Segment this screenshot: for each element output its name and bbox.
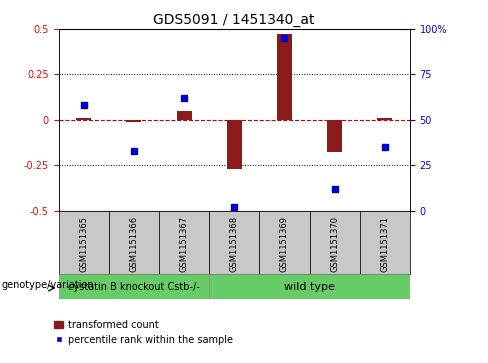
Bar — [109, 211, 159, 274]
Bar — [309, 211, 360, 274]
Bar — [259, 211, 309, 274]
Legend: transformed count, percentile rank within the sample: transformed count, percentile rank withi… — [54, 320, 233, 344]
Bar — [377, 118, 392, 120]
Bar — [360, 211, 410, 274]
Text: genotype/variation: genotype/variation — [1, 281, 94, 290]
Bar — [76, 118, 91, 120]
Bar — [59, 274, 209, 299]
Text: GSM1151365: GSM1151365 — [79, 216, 88, 272]
Bar — [209, 211, 259, 274]
Bar — [327, 120, 342, 152]
Text: GSM1151370: GSM1151370 — [330, 216, 339, 272]
Bar — [126, 120, 142, 122]
Bar — [59, 211, 109, 274]
Bar — [209, 274, 410, 299]
Text: GSM1151368: GSM1151368 — [230, 216, 239, 272]
Text: GSM1151367: GSM1151367 — [180, 216, 188, 272]
Text: wild type: wild type — [284, 282, 335, 292]
Bar — [177, 111, 192, 120]
Bar — [277, 34, 292, 120]
Text: cystatin B knockout Cstb-/-: cystatin B knockout Cstb-/- — [68, 282, 200, 292]
Bar — [227, 120, 242, 169]
Title: GDS5091 / 1451340_at: GDS5091 / 1451340_at — [154, 13, 315, 26]
Text: GSM1151366: GSM1151366 — [129, 216, 139, 272]
Text: GSM1151371: GSM1151371 — [380, 216, 389, 272]
Bar — [159, 211, 209, 274]
Text: GSM1151369: GSM1151369 — [280, 216, 289, 272]
